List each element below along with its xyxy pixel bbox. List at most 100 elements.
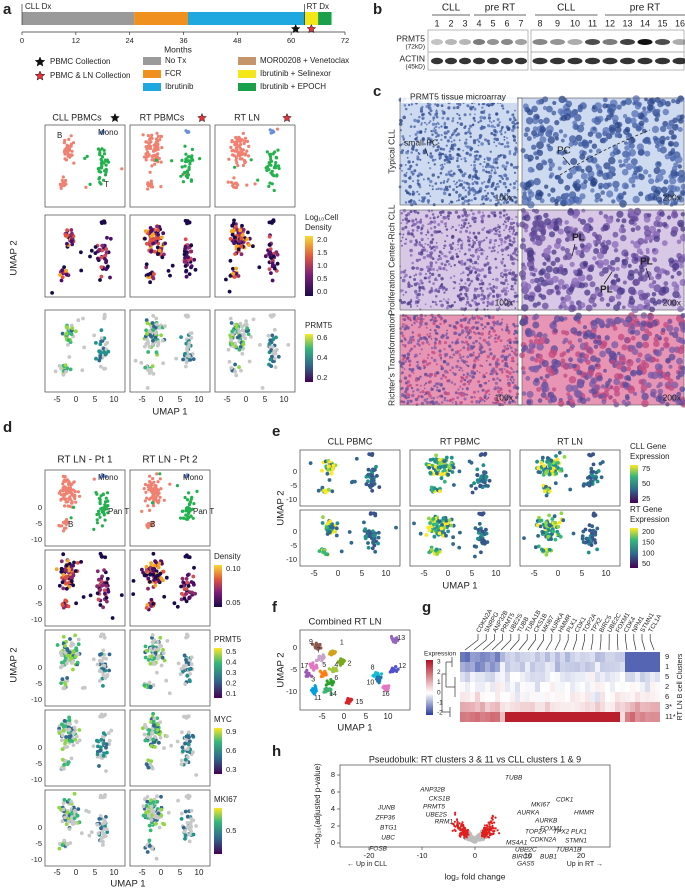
- nucleus: [627, 263, 632, 268]
- nucleus: [408, 374, 411, 377]
- nucleus: [430, 263, 433, 266]
- nucleus: [425, 233, 428, 236]
- panel-label: d: [3, 419, 12, 436]
- nucleus: [437, 313, 441, 318]
- nucleus: [443, 391, 447, 395]
- nucleus: [472, 341, 476, 345]
- nucleus: [483, 138, 486, 141]
- nucleus: [539, 376, 544, 380]
- tick-label: 72: [341, 36, 349, 45]
- nucleus: [558, 279, 565, 286]
- umap-points: [141, 129, 202, 191]
- nucleus: [485, 230, 490, 234]
- umap-point: [68, 504, 72, 508]
- nucleus: [492, 278, 494, 281]
- nucleus: [557, 400, 565, 407]
- nucleus: [470, 396, 474, 399]
- nucleus: [482, 249, 485, 252]
- nucleus: [633, 170, 638, 175]
- nucleus: [536, 331, 543, 338]
- nucleus: [534, 377, 540, 383]
- nucleus: [632, 101, 637, 106]
- nucleus: [508, 228, 510, 231]
- umap-point: [95, 521, 99, 525]
- nucleus: [476, 138, 479, 142]
- umap-point: [100, 524, 104, 528]
- nucleus: [552, 131, 559, 138]
- nucleus: [485, 359, 488, 362]
- nucleus: [482, 165, 484, 168]
- nucleus: [494, 381, 498, 385]
- nucleus: [409, 239, 413, 244]
- umap-point: [160, 146, 164, 150]
- nucleus: [463, 113, 467, 117]
- nucleus: [464, 159, 467, 163]
- nucleus: [445, 269, 448, 272]
- nucleus: [509, 273, 512, 275]
- umap-point: [102, 148, 106, 152]
- nucleus: [526, 400, 532, 405]
- tick-label: 10: [110, 395, 119, 404]
- nucleus: [561, 284, 567, 290]
- umap-point: [99, 265, 104, 270]
- umap-point: [246, 230, 250, 235]
- lane-label: 8: [537, 18, 542, 28]
- nucleus: [419, 384, 422, 387]
- band: [445, 57, 457, 65]
- nucleus: [512, 399, 515, 403]
- nucleus: [427, 391, 431, 395]
- nucleus: [633, 216, 639, 222]
- nucleus: [627, 273, 635, 281]
- nucleus: [679, 264, 684, 269]
- nucleus: [488, 315, 492, 320]
- nucleus: [460, 239, 463, 242]
- nucleus: [594, 363, 599, 368]
- umap-point: [102, 152, 107, 156]
- nucleus: [478, 352, 481, 356]
- nucleus: [608, 103, 617, 112]
- nucleus: [659, 268, 666, 274]
- nucleus: [400, 361, 405, 366]
- umap-point: [271, 173, 275, 177]
- umap-point: [152, 272, 156, 276]
- umap-point: [106, 504, 110, 508]
- nucleus: [468, 213, 471, 216]
- nucleus: [513, 282, 517, 285]
- nucleus: [535, 133, 539, 138]
- nucleus: [515, 231, 518, 235]
- nucleus: [511, 120, 515, 125]
- nucleus: [477, 210, 481, 214]
- nucleus: [433, 374, 437, 378]
- nucleus: [471, 216, 475, 220]
- nucleus: [679, 114, 685, 120]
- umap-point: [62, 150, 67, 154]
- nucleus: [450, 157, 453, 161]
- umap-point: [71, 563, 75, 568]
- nucleus: [576, 124, 585, 133]
- nucleus: [475, 302, 479, 307]
- nucleus: [402, 115, 407, 120]
- umap-point: [82, 345, 87, 350]
- nucleus: [646, 321, 653, 328]
- nucleus: [502, 273, 506, 276]
- nucleus: [511, 128, 515, 133]
- nucleus: [479, 364, 482, 367]
- row-label: Richter's Transformation: [386, 314, 396, 406]
- nucleus: [433, 346, 437, 350]
- nucleus: [651, 125, 660, 133]
- nucleus: [499, 194, 503, 198]
- umap-point: [263, 254, 268, 259]
- nucleus: [678, 118, 684, 124]
- nucleus: [401, 135, 405, 138]
- nucleus: [426, 254, 430, 258]
- nucleus: [440, 303, 444, 308]
- band: [532, 57, 548, 65]
- nucleus: [431, 300, 435, 304]
- nucleus: [412, 317, 416, 320]
- nucleus: [480, 215, 484, 219]
- umap-point: [189, 249, 194, 254]
- nucleus: [662, 120, 669, 127]
- nucleus: [562, 351, 567, 356]
- nucleus: [547, 244, 552, 250]
- nucleus: [638, 191, 644, 197]
